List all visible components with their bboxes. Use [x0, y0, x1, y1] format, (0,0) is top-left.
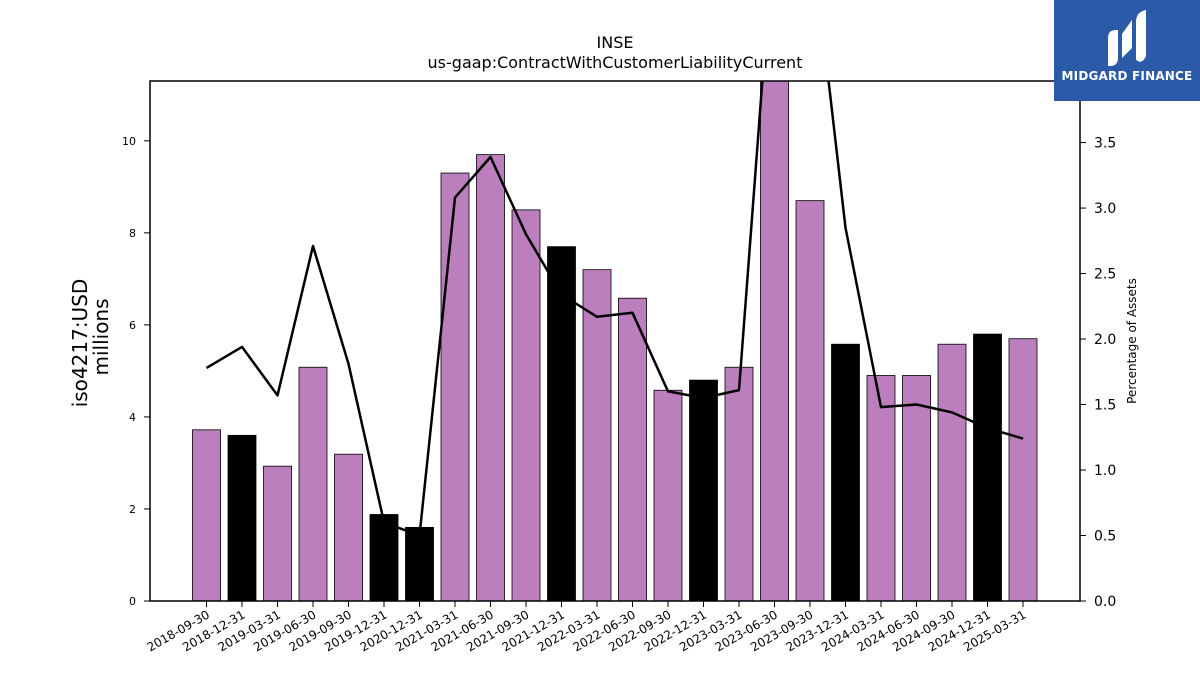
bar	[618, 297, 647, 602]
y2-tick-label: 0.5	[1094, 529, 1116, 545]
bar	[724, 366, 754, 602]
y2-tick-label: 0.0	[1094, 594, 1116, 610]
bar	[298, 366, 328, 602]
y-tick-label: 10	[122, 135, 136, 148]
bar	[831, 343, 860, 602]
series-line	[205, 81, 1024, 537]
y2-axis-label: Percentage of Assets	[1125, 278, 1139, 404]
bar	[192, 429, 221, 602]
y2-tick-label: 2.0	[1094, 332, 1116, 348]
bars-group	[192, 80, 1038, 602]
y2-tick-label: 1.0	[1094, 463, 1116, 479]
y-tick-label: 8	[129, 227, 136, 240]
y-axis-label-line1: iso4217:USD	[68, 279, 92, 408]
bar	[1008, 338, 1038, 602]
bar	[973, 333, 1002, 602]
bar	[653, 389, 683, 602]
bar	[405, 526, 434, 602]
chart-title: INSE	[597, 33, 634, 52]
y2-tick-label: 3.5	[1094, 136, 1116, 152]
y-axis: 0 2 4 6 8 10	[122, 135, 150, 608]
y-tick-label: 4	[129, 411, 136, 424]
bar	[369, 514, 399, 602]
bar	[334, 453, 363, 602]
y2-axis: 0.0 0.5 1.0 1.5 2.0 2.5 3.0 3.5	[1080, 136, 1116, 610]
y2-tick-label: 3.0	[1094, 201, 1116, 217]
y-tick-label: 6	[129, 319, 136, 332]
brand-logo: MIDGARD FINANCE	[1054, 0, 1200, 101]
logo-text: MIDGARD FINANCE	[1061, 69, 1193, 83]
bar	[866, 375, 896, 602]
bar	[582, 269, 612, 602]
line-group	[205, 81, 1024, 537]
y2-tick-label: 1.5	[1094, 398, 1116, 414]
bar	[476, 154, 505, 602]
bar	[937, 343, 967, 602]
midgard-logo-icon	[1108, 10, 1146, 66]
x-axis: 2018-09-302018-12-312019-03-312019-06-30…	[145, 601, 1029, 654]
bar	[547, 246, 576, 602]
y-tick-label: 2	[129, 503, 136, 516]
bar	[263, 465, 292, 602]
bar	[760, 80, 789, 602]
bar	[902, 375, 931, 602]
y2-tick-label: 2.5	[1094, 267, 1116, 283]
bar	[511, 209, 541, 602]
y-tick-label: 0	[129, 595, 136, 608]
plot-frame	[149, 80, 1081, 602]
bar	[795, 200, 825, 602]
bar	[227, 434, 257, 602]
chart-subtitle: us-gaap:ContractWithCustomerLiabilityCur…	[428, 53, 803, 72]
y-axis-label-line2: millions	[89, 298, 113, 375]
bar	[689, 379, 718, 602]
bar	[440, 172, 470, 602]
